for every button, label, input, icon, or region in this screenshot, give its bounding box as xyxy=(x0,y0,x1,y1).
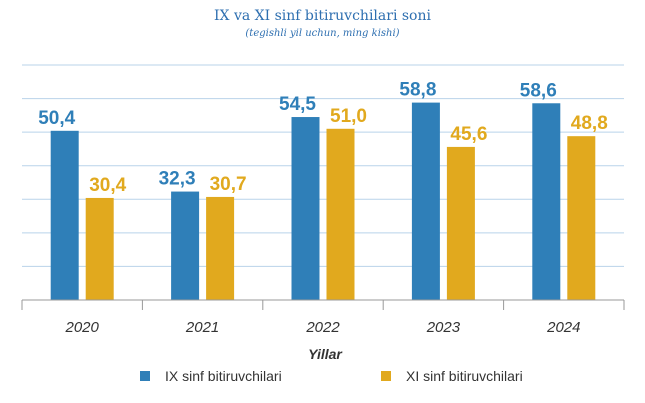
data-label: 45,6 xyxy=(450,124,487,145)
bar-xi-2022 xyxy=(326,128,355,300)
data-label: 32,3 xyxy=(159,169,196,190)
bar-ix-2024 xyxy=(532,103,561,301)
x-axis-label: Yillar xyxy=(308,346,343,362)
x-tick-label: 2022 xyxy=(305,319,340,336)
legend-label: XI sinf bitiruvchilari xyxy=(406,368,523,384)
x-tick-label: 2024 xyxy=(546,319,580,336)
data-label: 58,6 xyxy=(520,80,557,101)
chart-title: IX va XI sinf bitiruvchilari soni xyxy=(214,8,431,24)
bars xyxy=(50,102,596,301)
data-label: 58,8 xyxy=(399,80,436,101)
x-tick-label: 2020 xyxy=(65,319,100,336)
legend-label: IX sinf bitiruvchilari xyxy=(165,368,282,384)
legend-swatch xyxy=(381,371,391,381)
bar-ix-2020 xyxy=(50,130,79,300)
legend: IX sinf bitiruvchilari XI sinf bitiruvchi… xyxy=(140,368,523,384)
bar-ix-2023 xyxy=(411,102,440,300)
gridlines xyxy=(22,64,624,267)
legend-swatch xyxy=(140,371,150,381)
data-labels: 50,4 30,4 32,3 30,7 54,5 51,0 58,8 45,6 58,6 48,8 xyxy=(38,80,608,196)
x-tick-label: 2023 xyxy=(426,319,461,336)
bar-xi-2021 xyxy=(206,196,235,300)
bar-xi-2023 xyxy=(446,146,475,300)
bar-ix-2022 xyxy=(291,117,320,301)
x-axis: 2020 2021 2022 2023 2024 xyxy=(21,299,625,336)
data-label: 30,4 xyxy=(89,175,126,196)
bar-ix-2021 xyxy=(171,191,200,300)
chart-subtitle: (tegishli yil uchun, ming kishi) xyxy=(245,28,400,39)
data-label: 51,0 xyxy=(330,106,367,127)
bar-xi-2024 xyxy=(567,136,596,300)
data-label: 48,8 xyxy=(571,113,608,134)
data-label: 54,5 xyxy=(279,94,316,115)
bar-xi-2020 xyxy=(85,197,114,300)
data-label: 50,4 xyxy=(38,108,75,129)
x-tick-label: 2021 xyxy=(185,319,219,336)
data-label: 30,7 xyxy=(210,174,247,195)
